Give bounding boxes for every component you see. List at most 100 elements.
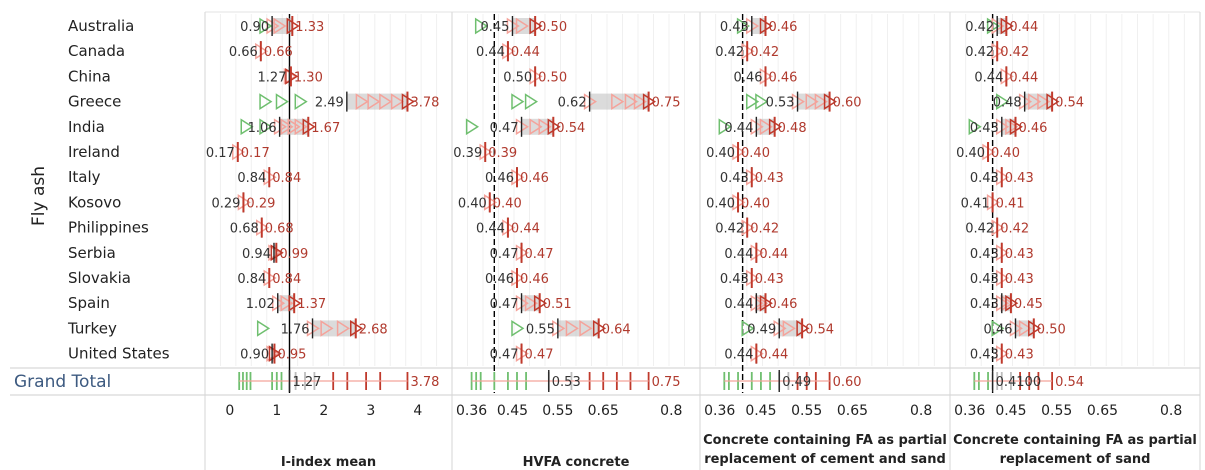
range-band <box>272 345 275 362</box>
x-tick-label: 0.65 <box>837 403 868 419</box>
mean-label: 0.46 <box>984 322 1013 337</box>
point-marker <box>511 320 525 337</box>
mean-label: 0.44 <box>974 70 1003 85</box>
point-marker <box>474 17 489 35</box>
mean-label: 0.40 <box>706 196 735 211</box>
max-label: 0.40 <box>741 196 770 211</box>
point-marker <box>511 93 525 110</box>
max-label: 0.44 <box>759 247 788 262</box>
range-band <box>589 93 649 110</box>
point-marker <box>367 93 381 110</box>
point-marker <box>355 93 369 110</box>
max-label: 0.46 <box>520 171 549 186</box>
range-band <box>312 320 356 337</box>
x-tick-label: 0.8 <box>1160 403 1182 419</box>
point-marker <box>624 93 638 110</box>
point-marker <box>805 93 819 110</box>
max-label: 0.95 <box>277 348 306 363</box>
point-marker <box>259 118 273 136</box>
mean-label: 0.45 <box>481 20 510 35</box>
max-label: 0.43 <box>1005 348 1034 363</box>
mean-label: 0.44 <box>724 121 753 136</box>
max-label: 0.43 <box>1005 171 1034 186</box>
panel-title: replacement of sand <box>1000 452 1151 467</box>
mean-label: 0.53 <box>766 96 795 111</box>
row-label: Spain <box>68 294 110 312</box>
mean-label: 0.44 <box>724 348 753 363</box>
point-marker <box>565 320 579 337</box>
max-label: 0.51 <box>543 297 572 312</box>
mean-label: 0.47 <box>490 297 519 312</box>
mean-label: 0.47 <box>490 121 519 136</box>
max-label: 1.33 <box>295 20 324 35</box>
max-label: 0.42 <box>750 45 779 60</box>
point-marker <box>390 93 405 110</box>
max-label: 0.46 <box>769 297 798 312</box>
mean-label: 0.84 <box>237 272 266 287</box>
point-marker <box>1028 93 1042 110</box>
point-marker <box>814 93 828 110</box>
point-marker <box>611 93 625 110</box>
mean-label: 0.47 <box>490 348 519 363</box>
mean-label: 0.44 <box>724 247 753 262</box>
mean-label: 0.68 <box>230 222 259 237</box>
x-tick-label: 0.36 <box>456 403 487 419</box>
mean-label: 0.41 <box>961 196 990 211</box>
point-marker <box>294 118 308 136</box>
grand-total-max-label: 0.60 <box>833 375 862 390</box>
x-tick-label: 0.36 <box>704 403 735 419</box>
row-label: Turkey <box>67 319 117 337</box>
mean-label: 0.47 <box>490 247 519 262</box>
row-label: Serbia <box>68 244 116 262</box>
x-tick-label: 0.45 <box>497 403 528 419</box>
x-tick-label: 0.65 <box>588 403 619 419</box>
mean-label: 2.49 <box>315 96 344 111</box>
max-label: 0.44 <box>511 45 540 60</box>
row-label: Ireland <box>68 143 120 161</box>
mean-label: 0.43 <box>970 297 999 312</box>
mean-label: 0.43 <box>970 247 999 262</box>
mean-label: 0.48 <box>993 96 1022 111</box>
max-label: 0.44 <box>1009 20 1038 35</box>
x-tick-label: 0.36 <box>954 403 985 419</box>
max-label: 0.46 <box>1019 121 1048 136</box>
row-label: Slovakia <box>68 269 131 287</box>
mean-label: 0.39 <box>453 146 482 161</box>
point-marker <box>273 17 287 35</box>
mean-label: 1.76 <box>281 322 310 337</box>
max-label: 0.64 <box>602 322 631 337</box>
mean-label: 0.42 <box>965 45 994 60</box>
point-marker <box>287 118 301 136</box>
mean-label: 0.42 <box>965 20 994 35</box>
max-label: 0.42 <box>750 222 779 237</box>
grand-total-max-label: 3.78 <box>410 375 439 390</box>
point-marker <box>275 93 289 110</box>
max-label: 0.46 <box>769 70 798 85</box>
point-marker <box>515 17 529 35</box>
mean-label: 0.40 <box>458 196 487 211</box>
mean-label: 0.43 <box>720 272 749 287</box>
row-label: India <box>68 118 105 136</box>
point-marker <box>280 294 294 312</box>
x-tick-label: 0.55 <box>542 403 573 419</box>
max-label: 0.50 <box>538 70 567 85</box>
grand-total-max-label: 0.54 <box>1055 375 1084 390</box>
point-marker <box>736 17 751 35</box>
mean-label: 0.29 <box>211 196 240 211</box>
max-label: 0.66 <box>264 45 293 60</box>
grand-total-mean-label: 0.4100 <box>996 375 1042 390</box>
point-marker <box>256 320 271 337</box>
x-tick-label: 0.65 <box>1087 403 1118 419</box>
x-tick-label: 0.45 <box>995 403 1026 419</box>
row-label: Australia <box>68 17 134 35</box>
mean-label: 0.43 <box>970 121 999 136</box>
x-tick-label: 3 <box>366 403 375 419</box>
mean-label: 0.43 <box>720 171 749 186</box>
mean-label: 0.43 <box>970 348 999 363</box>
mean-label: 0.66 <box>229 45 258 60</box>
point-marker <box>718 118 732 136</box>
point-marker <box>280 118 294 136</box>
max-label: 0.44 <box>759 348 788 363</box>
mean-label: 0.44 <box>476 222 505 237</box>
